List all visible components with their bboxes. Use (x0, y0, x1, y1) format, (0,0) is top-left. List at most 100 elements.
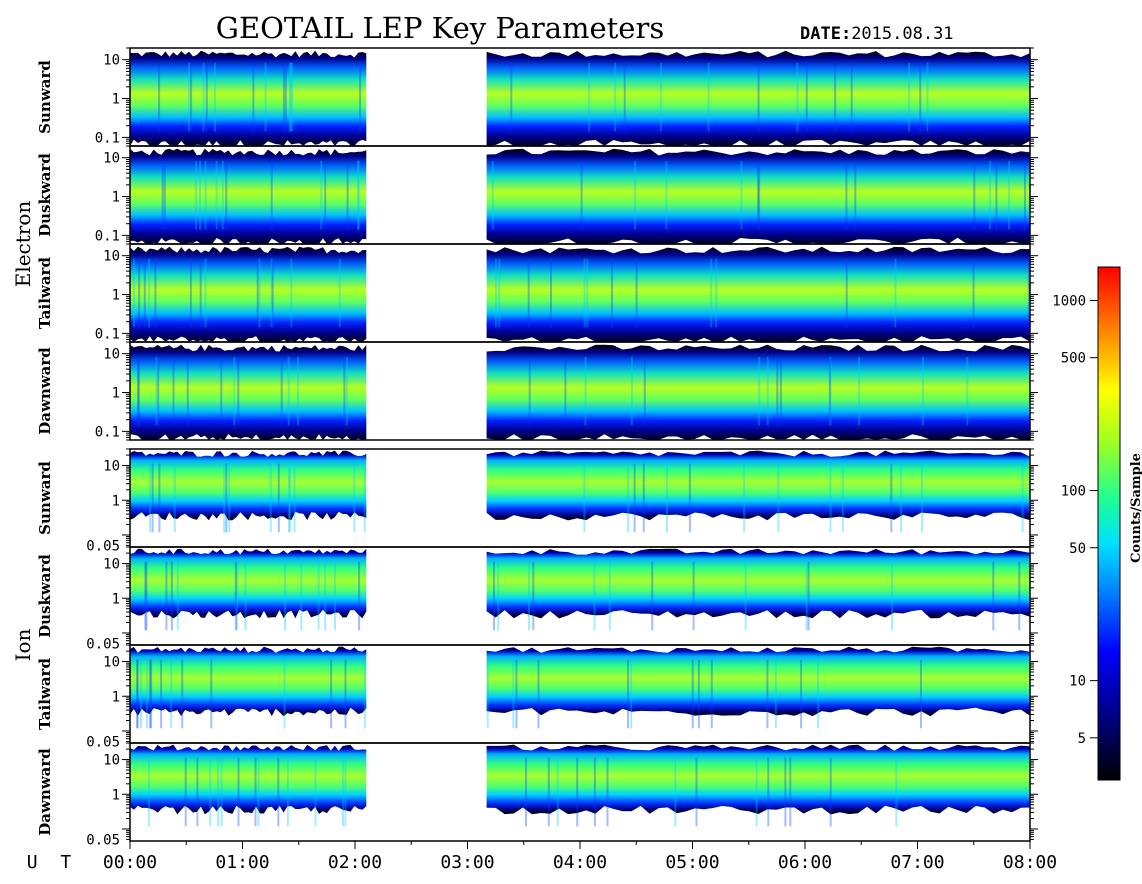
data-streak (237, 356, 240, 426)
data-streak (845, 258, 848, 328)
data-streak (217, 757, 220, 827)
y-tick-label: 0.05 (86, 734, 120, 750)
data-streak (895, 757, 898, 827)
data-streak (338, 258, 341, 328)
group-labels: Electron Ion (11, 201, 35, 662)
data-streak (497, 561, 500, 631)
x-axis: 00:00 01:00 02:00 03:00 04:00 05:00 06:00 07:00… (27, 841, 1057, 873)
data-streak (288, 62, 291, 132)
date-prefix: DATE: (800, 24, 851, 44)
data-streak (324, 561, 327, 631)
group-label-electron: Electron (11, 201, 35, 288)
data-streak (270, 258, 273, 328)
data-streak (264, 62, 267, 132)
data-streak (515, 659, 518, 729)
data-streak (359, 62, 362, 132)
data-streak (498, 258, 501, 328)
data-streak (829, 757, 832, 827)
y-tick-label: 1 (112, 288, 120, 304)
data-streak (512, 659, 515, 729)
data-streak (532, 561, 535, 631)
panel-label: Dawnward (36, 347, 54, 435)
panel-ion-dawnward: 10 1 0.05 Dawnward (36, 742, 1038, 848)
data-streak (854, 160, 857, 230)
data-streak (900, 463, 903, 533)
data-streak (920, 659, 922, 729)
data-streak (755, 757, 758, 827)
data-band-segment (486, 744, 1031, 815)
x-tick-label: 06:00 (778, 852, 832, 873)
data-streak (891, 561, 893, 631)
data-streak (777, 463, 780, 533)
data-streak (271, 258, 274, 328)
data-streak (170, 561, 173, 631)
data-streak (214, 62, 216, 132)
data-streak (137, 356, 139, 426)
y-tick-label: 1 (112, 190, 120, 206)
data-streak (234, 561, 237, 631)
data-streak (143, 258, 146, 328)
data-streak (665, 160, 668, 230)
data-streak (890, 463, 893, 533)
y-tick-label: 0.1 (95, 326, 120, 342)
panel-electron-duskward: 10 1 0.1 Duskward (36, 145, 1038, 245)
data-band-segment (486, 548, 1031, 619)
data-streak (556, 757, 559, 827)
data-streak (280, 356, 283, 426)
data-streak (528, 561, 530, 631)
data-streak (204, 160, 207, 230)
data-streak (244, 561, 247, 631)
data-streak (779, 356, 782, 426)
data-band-segment (130, 646, 367, 717)
data-streak (564, 356, 567, 426)
data-streak (744, 561, 747, 631)
y-tick-label: 10 (103, 557, 120, 573)
data-streak (633, 463, 636, 533)
data-streak (1008, 160, 1010, 230)
data-streak (580, 160, 583, 230)
data-streak (495, 258, 497, 328)
y-tick-label: 10 (103, 249, 120, 265)
data-streak (691, 659, 694, 729)
data-streak (237, 757, 240, 827)
data-streak (155, 356, 158, 426)
data-streak (145, 561, 148, 631)
data-streak (692, 561, 695, 631)
group-label-ion: Ion (11, 628, 35, 661)
y-tick-label: 0.05 (86, 636, 120, 652)
data-streak (966, 356, 969, 426)
data-streak (205, 62, 208, 132)
data-streak (660, 62, 663, 132)
y-tick-label: 10 (103, 53, 120, 69)
data-streak (345, 356, 348, 426)
data-streak (172, 356, 175, 426)
y-tick-label: 0.1 (95, 228, 120, 244)
panel-label: Sunward (36, 461, 54, 535)
data-streak (845, 160, 848, 230)
data-streak (796, 62, 799, 132)
data-streak (257, 757, 260, 827)
data-streak (136, 659, 139, 729)
data-streak (973, 160, 976, 230)
data-streak (176, 561, 179, 631)
data-streak (926, 62, 929, 132)
data-streak (160, 659, 163, 729)
y-tick-label: 10 (103, 655, 120, 671)
data-streak (630, 356, 633, 426)
data-streak (908, 62, 911, 132)
data-streak (547, 757, 550, 827)
data-streak (995, 160, 998, 230)
data-streak (363, 463, 366, 533)
data-streak (284, 561, 286, 631)
data-streak (154, 258, 157, 328)
data-streak (525, 757, 527, 827)
data-streak (151, 463, 154, 533)
data-streak (235, 561, 238, 631)
data-streak (805, 561, 808, 631)
data-streak (584, 356, 587, 426)
data-streak (642, 463, 645, 533)
colorbar-gradient (1097, 266, 1121, 781)
data-streak (623, 62, 626, 132)
date-value: 2015.08.31 (851, 24, 953, 44)
y-tick-label: 10 (103, 459, 120, 475)
